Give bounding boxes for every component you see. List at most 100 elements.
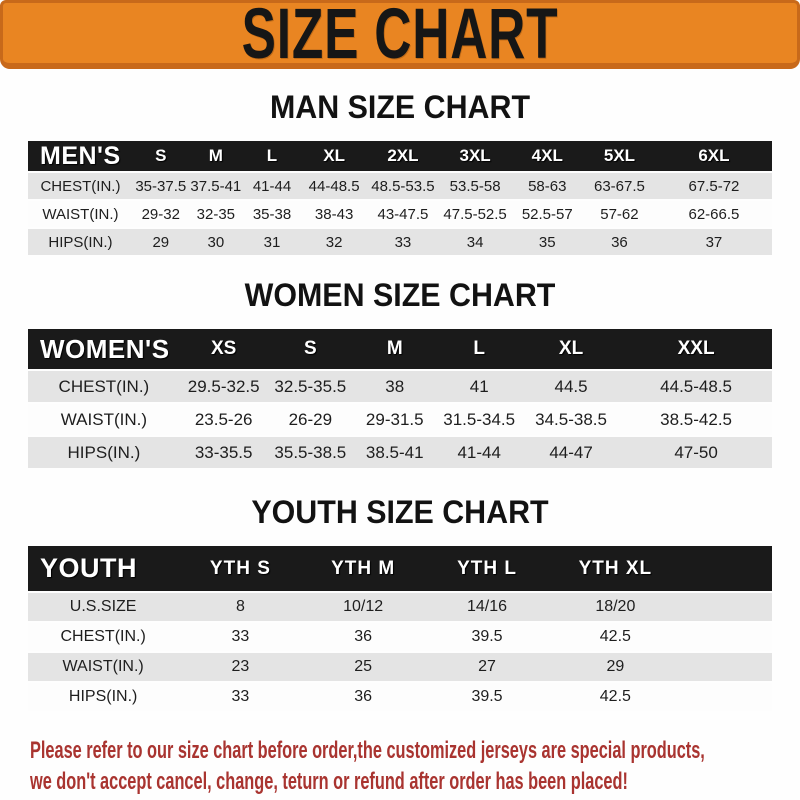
table-title-cell: WOMEN'S: [28, 329, 180, 369]
value-cell: 44.5-48.5: [620, 371, 772, 402]
value-cell: 62-66.5: [655, 201, 772, 227]
column-header: 5XL: [582, 141, 656, 171]
column-header: S: [132, 141, 189, 171]
value-cell: 29-32: [132, 201, 189, 227]
value-cell: 41-44: [242, 173, 302, 199]
value-cell: 37.5-41: [188, 173, 243, 199]
value-cell: 52.5-57: [511, 201, 583, 227]
women-size-table: WOMEN'S XS S M L XL XXL CHEST(IN.) 29.5-32.5 32.5…: [28, 327, 772, 470]
value-cell: 39.5: [423, 623, 551, 651]
spacer-cell: [680, 546, 772, 591]
value-cell: 47.5-52.5: [438, 201, 512, 227]
value-cell: 41-44: [436, 437, 522, 468]
youth-section: YOUTH SIZE CHART YOUTH YTH S YTH M YTH L YTH…: [0, 494, 800, 713]
value-cell: 26-29: [267, 404, 354, 435]
page-title: SIZE CHART: [241, 0, 559, 73]
value-cell: 44-47: [521, 437, 621, 468]
value-cell: 36: [302, 683, 424, 711]
table-row: HIPS(IN.) 33 36 39.5 42.5: [28, 683, 772, 711]
table-row: U.S.SIZE 8 10/12 14/16 18/20: [28, 593, 772, 621]
spacer-cell: [680, 653, 772, 681]
value-cell: 36: [582, 229, 656, 255]
column-header: L: [242, 141, 302, 171]
row-label: HIPS(IN.): [28, 437, 180, 468]
value-cell: 38: [353, 371, 437, 402]
value-cell: 32: [301, 229, 368, 255]
value-cell: 38-43: [301, 201, 368, 227]
column-header: YTH M: [302, 546, 424, 591]
value-cell: 33: [178, 683, 303, 711]
column-header: M: [188, 141, 243, 171]
table-row: WAIST(IN.) 23.5-26 26-29 29-31.5 31.5-34.5 34…: [28, 404, 772, 435]
footer-note: Please refer to our size chart before or…: [30, 735, 800, 797]
value-cell: 30: [188, 229, 243, 255]
column-header: 3XL: [438, 141, 512, 171]
row-label: CHEST(IN.): [28, 623, 179, 651]
value-cell: 31.5-34.5: [436, 404, 522, 435]
value-cell: 35.5-38.5: [267, 437, 354, 468]
value-cell: 47-50: [620, 437, 772, 468]
value-cell: 33: [367, 229, 439, 255]
column-header: 6XL: [655, 141, 772, 171]
value-cell: 34.5-38.5: [521, 404, 621, 435]
youth-section-heading: YOUTH SIZE CHART: [251, 494, 549, 530]
table-row: WAIST(IN.) 23 25 27 29: [28, 653, 772, 681]
column-header: YTH L: [423, 546, 551, 591]
column-header: YTH XL: [550, 546, 681, 591]
column-header: 2XL: [367, 141, 439, 171]
row-label: CHEST(IN.): [28, 173, 133, 199]
table-row: CHEST(IN.) 29.5-32.5 32.5-35.5 38 41 44.5 44.5…: [28, 371, 772, 402]
value-cell: 14/16: [423, 593, 551, 621]
spacer-cell: [680, 593, 772, 621]
column-header: 4XL: [511, 141, 583, 171]
table-row: CHEST(IN.) 33 36 39.5 42.5: [28, 623, 772, 651]
value-cell: 35-38: [242, 201, 302, 227]
value-cell: 53.5-58: [438, 173, 512, 199]
value-cell: 44.5: [521, 371, 621, 402]
table-row: WAIST(IN.) 29-32 32-35 35-38 38-43 43-47.5 47.…: [28, 201, 772, 227]
value-cell: 18/20: [550, 593, 681, 621]
row-label: U.S.SIZE: [28, 593, 179, 621]
table-title-cell: MEN'S: [28, 141, 133, 171]
value-cell: 23.5-26: [179, 404, 268, 435]
value-cell: 67.5-72: [655, 173, 772, 199]
value-cell: 48.5-53.5: [367, 173, 439, 199]
banner: SIZE CHART: [0, 0, 800, 69]
column-header: YTH S: [178, 546, 303, 591]
men-section-heading: MAN SIZE CHART: [269, 89, 531, 125]
table-header-row: WOMEN'S XS S M L XL XXL: [28, 329, 772, 369]
row-label: HIPS(IN.): [28, 683, 179, 711]
column-header: XL: [521, 329, 621, 369]
column-header: XXL: [620, 329, 772, 369]
column-header: XL: [301, 141, 368, 171]
table-row: CHEST(IN.) 35-37.5 37.5-41 41-44 44-48.5 48.5…: [28, 173, 772, 199]
column-header: L: [436, 329, 522, 369]
value-cell: 38.5-42.5: [620, 404, 772, 435]
value-cell: 29: [550, 653, 681, 681]
value-cell: 29: [132, 229, 189, 255]
value-cell: 39.5: [423, 683, 551, 711]
column-header: XS: [179, 329, 268, 369]
column-header: S: [267, 329, 354, 369]
value-cell: 42.5: [550, 683, 681, 711]
value-cell: 58-63: [511, 173, 583, 199]
row-label: WAIST(IN.): [28, 653, 179, 681]
row-label: CHEST(IN.): [28, 371, 180, 402]
footer-note-line-1: Please refer to our size chart before or…: [30, 737, 705, 764]
footer-note-line-2: we don't accept cancel, change, teturn o…: [30, 768, 628, 795]
value-cell: 32.5-35.5: [267, 371, 354, 402]
women-section: WOMEN SIZE CHART WOMEN'S XS S M L XL XXL CHEST(…: [0, 277, 800, 470]
value-cell: 34: [438, 229, 512, 255]
value-cell: 29-31.5: [353, 404, 437, 435]
value-cell: 57-62: [582, 201, 656, 227]
men-size-table: MEN'S S M L XL 2XL 3XL 4XL 5XL 6XL CHEST(IN.) 35-37…: [28, 139, 772, 257]
value-cell: 44-48.5: [301, 173, 368, 199]
value-cell: 25: [302, 653, 424, 681]
row-label: WAIST(IN.): [28, 404, 180, 435]
value-cell: 33: [178, 623, 303, 651]
value-cell: 35: [511, 229, 583, 255]
value-cell: 23: [178, 653, 303, 681]
value-cell: 32-35: [188, 201, 243, 227]
value-cell: 38.5-41: [353, 437, 437, 468]
